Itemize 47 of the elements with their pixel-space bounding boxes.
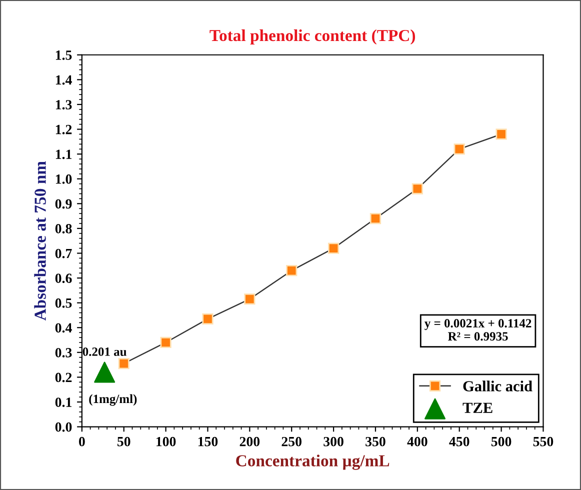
y-tick-label: 1.4 — [56, 75, 72, 85]
point — [118, 358, 130, 370]
y-tick-label: 1.2 — [56, 124, 72, 134]
x-axis-title: Concentration µg/mL — [236, 454, 390, 470]
point — [454, 144, 465, 155]
x-tick-label: 250 — [282, 436, 302, 446]
annotation: 0.201 au — [82, 347, 126, 356]
point — [160, 336, 172, 348]
point — [94, 362, 116, 383]
x-tick-label: 450 — [449, 436, 470, 446]
text: 1.0 — [56, 174, 72, 184]
chart-title: Total phenolic content (TPC) — [210, 29, 416, 45]
y-tick-label: 0.8 — [55, 224, 72, 234]
y-axis-title: Absorbance at 750 nm — [34, 161, 46, 321]
x-tick-label: 350 — [366, 436, 386, 446]
y-tick-label: 0.2 — [55, 372, 72, 382]
y-tick-label: 0.3 — [55, 348, 72, 358]
x-tick-label: 500 — [491, 436, 512, 446]
annotation: y = 0.0021x + 0.1142 R² = 0.9935 — [424, 319, 532, 341]
y-tick-label: 0.6 — [55, 274, 72, 284]
point — [412, 183, 423, 194]
point — [328, 242, 340, 254]
point — [370, 212, 382, 224]
y-tick-label: 0.5 — [55, 298, 72, 308]
point — [202, 313, 214, 324]
y-tick-label: 0.1 — [55, 398, 72, 408]
y-tick-label: 1.5 — [56, 50, 72, 60]
y-tick-label: 1.1 — [56, 150, 72, 160]
x-tick-label: 50 — [117, 436, 130, 446]
point — [286, 265, 298, 276]
text: 0.0 — [55, 422, 72, 432]
x-tick-label: 200 — [240, 436, 260, 446]
y-tick-label: 1.3 — [56, 100, 72, 110]
annotation: (1mg/ml) — [89, 394, 137, 406]
y-tick-label: 0.7 — [55, 248, 72, 258]
x-tick-label: 400 — [407, 436, 428, 446]
legend-label: Gallic acid — [463, 380, 532, 392]
point — [496, 128, 507, 140]
x-tick-label: 0 — [78, 436, 85, 446]
x-tick-label: 300 — [324, 436, 344, 446]
point — [244, 294, 256, 305]
x-tick-label: 550 — [533, 436, 554, 446]
y-tick-label: 0.4 — [55, 323, 72, 333]
legend-label: TZE — [462, 402, 492, 413]
x-tick-label: 100 — [156, 436, 176, 446]
y-tick-label: 0.9 — [55, 199, 72, 209]
x-tick-label: 150 — [198, 436, 218, 446]
